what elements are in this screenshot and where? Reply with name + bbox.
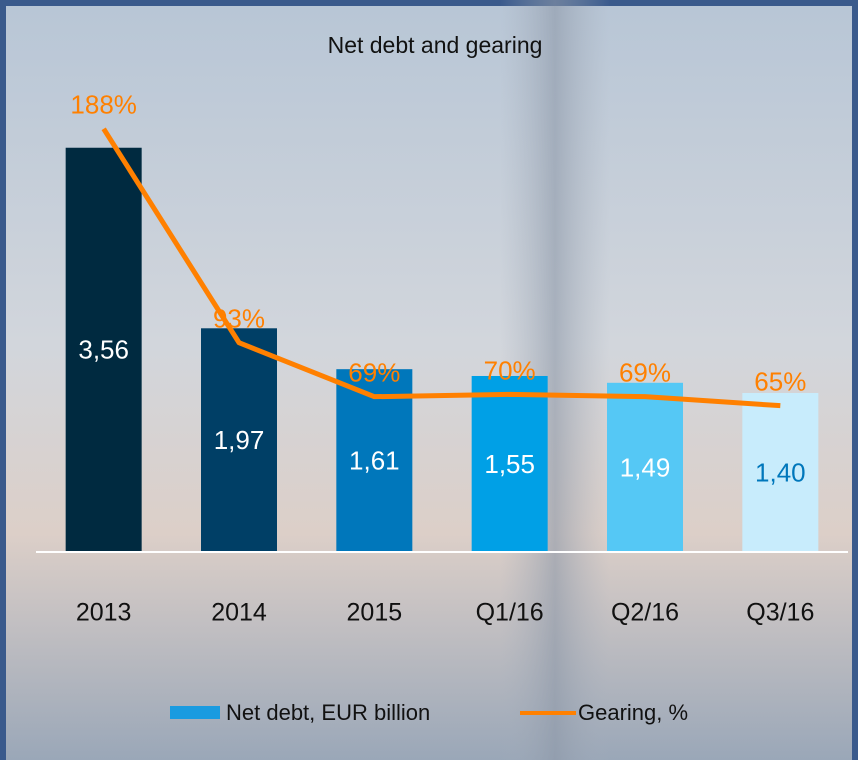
background (6, 6, 852, 760)
data-label: 1,97 (214, 425, 265, 455)
x-tick-label: Q1/16 (476, 599, 544, 627)
gearing-line (101, 127, 781, 409)
x-tick-label: 2013 (76, 599, 132, 627)
data-label: 3,56 (78, 335, 129, 365)
data-label: 69% (348, 358, 400, 388)
data-label: 65% (754, 367, 806, 397)
x-tick-label: Q2/16 (611, 599, 679, 627)
x-tick-label: Q3/16 (746, 599, 814, 627)
x-tick-label: 2015 (347, 599, 403, 627)
plot: 3,56 1,97 1,61 1,55 1,49 1,40 188% 93% 69% 70% 69%… (36, 90, 848, 627)
legend-label: Gearing, % (578, 700, 688, 725)
bar (471, 375, 548, 552)
data-label: 93% (213, 304, 265, 334)
data-label: 69% (619, 358, 671, 388)
data-label: 1,49 (620, 452, 671, 482)
bar (65, 147, 142, 552)
legend-swatch (170, 706, 220, 719)
bar (201, 328, 277, 552)
data-label: 188% (70, 90, 137, 120)
legend: Net debt, EUR billion Gearing, % (170, 700, 688, 725)
bar (607, 382, 683, 552)
bar (336, 369, 413, 552)
data-label: 70% (484, 355, 536, 385)
data-label: 1,61 (349, 445, 400, 475)
x-tick-label: 2014 (211, 599, 267, 627)
legend-label: Net debt, EUR billion (226, 700, 430, 725)
bar (742, 393, 819, 552)
data-label: 1,55 (484, 449, 535, 479)
data-label: 1,40 (755, 457, 806, 487)
chart-title: Net debt and gearing (328, 32, 543, 58)
